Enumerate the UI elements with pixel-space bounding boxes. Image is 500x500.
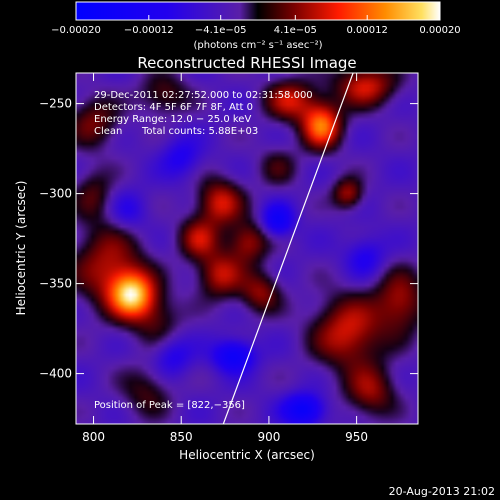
annotation-detectors: Detectors: 4F 5F 6F 7F 8F, Att 0 [94,102,253,113]
y-axis-label: Heliocentric Y (arcsec) [14,181,28,316]
x-tick-label: 950 [345,430,368,444]
colorbar: −0.00020 −0.00012 −4.1e−05 4.1e−05 0.00012 0.… [51,1,461,51]
chart-title: Reconstructed RHESSI Image [137,54,356,72]
annotation-energy-range: Energy Range: 12.0 − 25.0 keV [94,114,251,125]
colorbar-tick-label: 0.00020 [419,25,460,36]
x-axis-label: Heliocentric X (arcsec) [179,448,315,462]
annotation-total-counts: Total counts: 5.88E+03 [141,126,258,137]
colorbar-tick-label: −0.00012 [124,25,174,36]
y-tick-label: −400 [39,367,72,381]
x-tick-label: 800 [82,430,105,444]
x-tick-label: 900 [257,430,280,444]
colorbar-ticks: −0.00020 −0.00012 −4.1e−05 4.1e−05 0.00012 0.… [51,15,461,36]
annotation-peak-position: Position of Peak = [822,−356] [94,400,245,411]
colorbar-unit-label: (photons cm⁻² s⁻¹ asec⁻²) [193,40,322,51]
axis-ticks [76,73,418,424]
y-tick-labels: −400 −350 −300 −250 [39,97,72,381]
footer-timestamp: 20-Aug-2013 21:02 [389,485,495,498]
annotation-time-range: 29-Dec-2011 02:27:52.000 to 02:31:58.000 [94,90,313,101]
heatmap-image [76,73,418,424]
colorbar-gradient [75,1,441,21]
colorbar-tick-label: 0.00012 [347,25,388,36]
colorbar-tick-label: −0.00020 [51,25,101,36]
colorbar-tick-label: −4.1e−05 [195,25,247,36]
y-tick-label: −350 [39,277,72,291]
plot-area: 29-Dec-2011 02:27:52.000 to 02:31:58.000… [75,72,419,425]
y-tick-label: −300 [39,187,72,201]
plot-frame [75,72,419,425]
x-tick-labels: 800 850 900 950 [82,430,368,444]
colorbar-tick-label: 4.1e−05 [274,25,317,36]
x-tick-label: 850 [170,430,193,444]
solar-limb-line [222,73,354,424]
annotation-algorithm: Clean [94,126,122,137]
y-tick-label: −250 [39,97,72,111]
